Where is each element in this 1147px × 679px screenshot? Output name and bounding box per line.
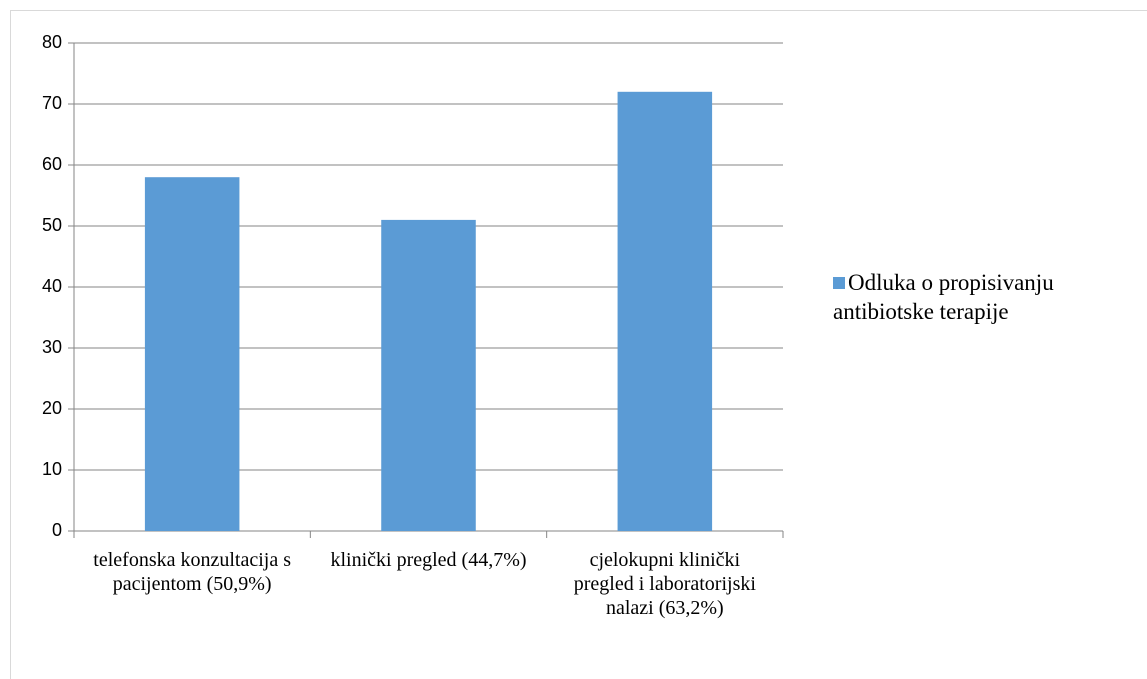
legend-label: Odluka o propisivanju antibiotske terapi…	[833, 270, 1054, 324]
x-tick-label: telefonska konzultacija s pacijentom (50…	[93, 549, 292, 595]
y-tick-label: 0	[52, 520, 62, 540]
y-tick-label: 50	[42, 215, 62, 235]
legend: Odluka o propisivanju antibiotske terapi…	[833, 268, 1143, 326]
y-tick-label: 20	[42, 398, 62, 418]
y-tick-label: 70	[42, 93, 62, 113]
x-tick-label: cjelokupni klinički pregled i laboratori…	[573, 549, 756, 619]
bar	[144, 177, 240, 531]
bar	[617, 91, 713, 532]
y-tick-label: 30	[42, 337, 62, 357]
y-tick-label: 60	[42, 154, 62, 174]
chart-border	[10, 10, 1147, 679]
y-tick-label: 40	[42, 276, 62, 296]
bar	[381, 219, 476, 531]
x-tick-label: klinički pregled (44,7%)	[330, 549, 527, 571]
legend-swatch	[833, 277, 845, 289]
y-tick-label: 10	[42, 459, 62, 479]
y-tick-label: 80	[42, 32, 62, 52]
